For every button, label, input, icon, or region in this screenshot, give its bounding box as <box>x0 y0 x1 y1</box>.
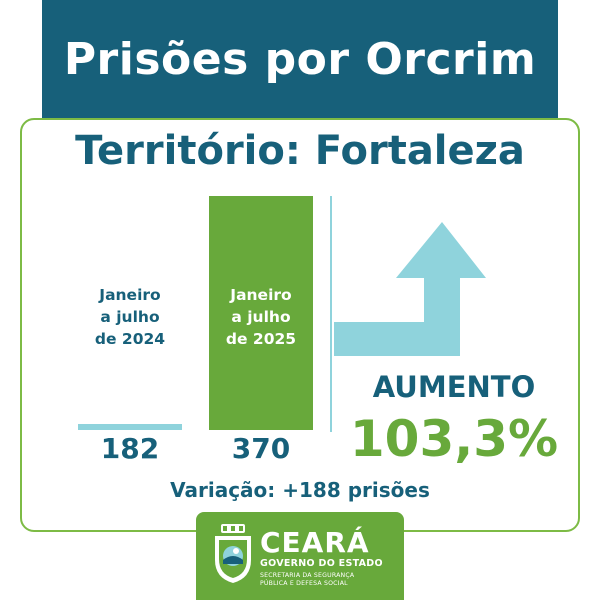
category-label-2025: Janeiro a julho de 2025 <box>209 284 313 350</box>
brand-name: CEARÁ <box>260 526 370 559</box>
state-crest-icon <box>215 524 251 583</box>
category-label-2024-line2: a julho <box>100 308 160 326</box>
up-arrow-icon <box>334 222 486 356</box>
department-name: SECRETARIA DA SEGURANÇA PÚBLICA E DEFESA… <box>260 572 400 588</box>
variation-label: Variação: +188 prisões <box>170 478 430 502</box>
bar-2024 <box>78 424 182 430</box>
percent-change: 103,3% <box>349 410 559 468</box>
territory-subtitle: Território: Fortaleza <box>75 128 525 174</box>
government-footer: CEARÁ GOVERNO DO ESTADO SECRETARIA DA SE… <box>196 512 404 600</box>
bar-2025 <box>209 196 313 430</box>
category-label-2025-line3: de 2025 <box>225 330 297 348</box>
trend-label: AUMENTO <box>372 370 536 404</box>
department-line1: SECRETARIA DA SEGURANÇA <box>260 572 355 579</box>
department-line2: PÚBLICA E DEFESA SOCIAL <box>260 580 348 587</box>
category-label-2025-line2: a julho <box>231 308 291 326</box>
category-label-2024: Janeiro a julho de 2024 <box>78 284 182 350</box>
category-label-2024-line1: Janeiro <box>99 286 161 304</box>
chart-divider <box>330 196 332 432</box>
category-label-2024-line3: de 2024 <box>94 330 166 348</box>
page-title: Prisões por Orcrim <box>63 33 537 85</box>
header-banner: Prisões por Orcrim <box>42 0 558 118</box>
brand-subtitle: GOVERNO DO ESTADO <box>260 558 383 569</box>
value-label-2024: 182 <box>100 432 160 465</box>
category-label-2025-line1: Janeiro <box>230 286 292 304</box>
value-label-2025: 370 <box>231 432 291 465</box>
